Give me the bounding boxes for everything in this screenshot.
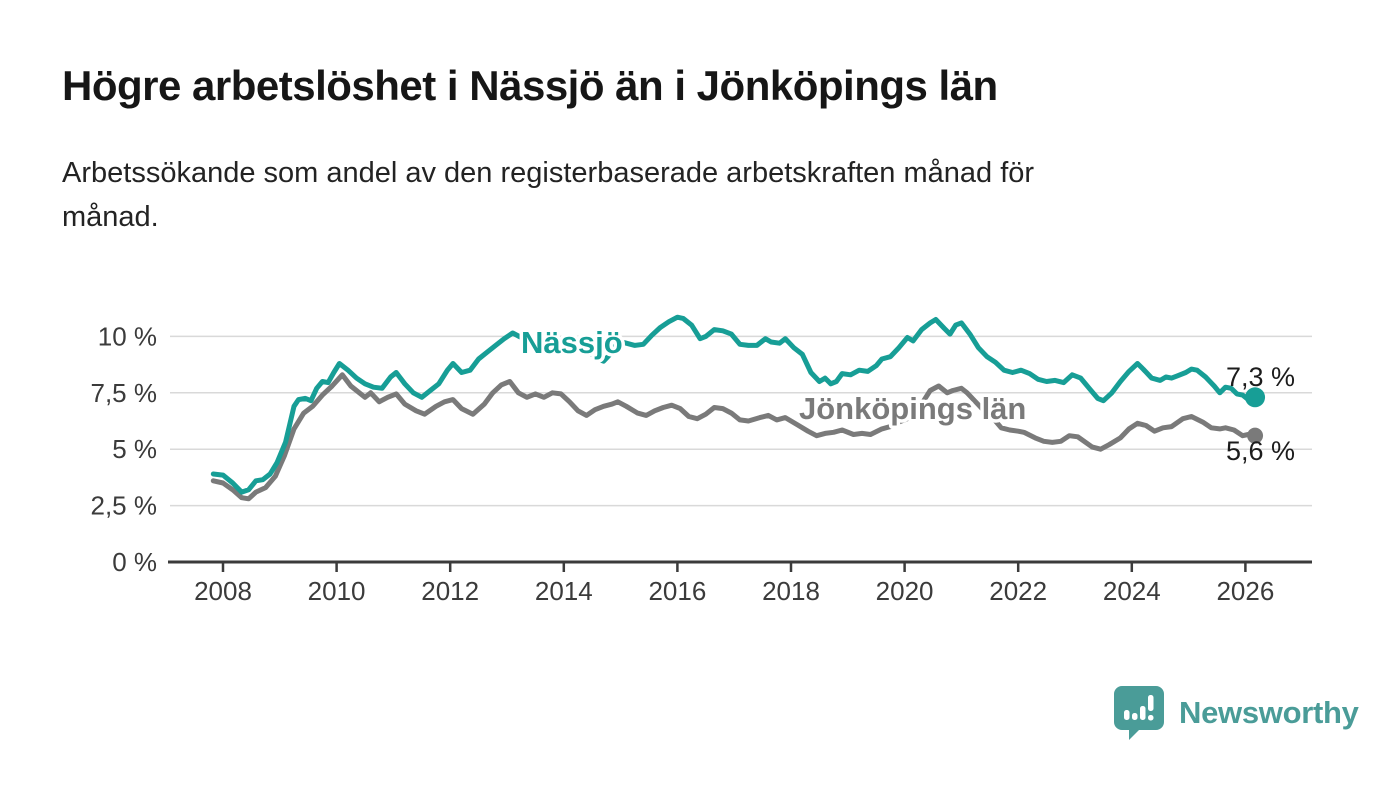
- y-tick-label: 2,5 %: [91, 491, 158, 521]
- series-line-jonkoping: [210, 372, 1258, 502]
- y-axis-labels: 0 % 2,5 % 5 % 7,5 % 10 %: [91, 321, 158, 577]
- series-labels: Nässjö Jönköpings län: [518, 322, 1030, 430]
- newsworthy-logo: Newsworthy: [1112, 684, 1359, 742]
- y-tick-label: 7,5 %: [91, 378, 158, 408]
- page-title: Högre arbetslöshet i Nässjö än i Jönköpi…: [62, 62, 998, 109]
- end-dot-jonkoping: [1247, 427, 1264, 444]
- series-label-nassjo: Nässjö: [521, 325, 623, 360]
- y-tick-label: 0 %: [112, 547, 157, 577]
- series-label-jonkoping: Jönköpings län: [799, 391, 1026, 426]
- x-tick-label: 2022: [989, 576, 1047, 606]
- end-value-label-jonkoping: 5,6 %: [1226, 436, 1295, 466]
- y-tick-label: 5 %: [112, 434, 157, 464]
- chart-subtitle: Arbetssökande som andel av den registerb…: [62, 157, 1035, 233]
- end-value-label-nassjo: 7,3 %: [1226, 362, 1295, 392]
- series-lines: [210, 314, 1258, 502]
- x-tick-label: 2018: [762, 576, 820, 606]
- x-tick-label: 2014: [535, 576, 593, 606]
- x-tick-label: 2012: [421, 576, 479, 606]
- x-tick-label: 2016: [648, 576, 706, 606]
- x-tick-label: 2024: [1103, 576, 1161, 606]
- x-tick-label: 2008: [194, 576, 252, 606]
- x-tick-label: 2010: [308, 576, 366, 606]
- x-axis: 2008 2010 2012 2014 2016 2018 2020 2022 2024 2026: [168, 560, 1312, 606]
- x-tick-label: 2026: [1216, 576, 1274, 606]
- brand-name: Newsworthy: [1179, 695, 1359, 730]
- gridlines: [170, 335, 1312, 507]
- series-end-dots: [1245, 387, 1266, 444]
- series-line-nassjo: [210, 314, 1258, 495]
- end-dot-nassjo: [1245, 387, 1266, 408]
- end-value-labels: 7,3 % 5,6 %: [1226, 362, 1295, 466]
- speech-bubble-bar-chart-icon: [1114, 686, 1164, 740]
- x-tick-label: 2020: [876, 576, 934, 606]
- y-tick-label: 10 %: [98, 321, 157, 351]
